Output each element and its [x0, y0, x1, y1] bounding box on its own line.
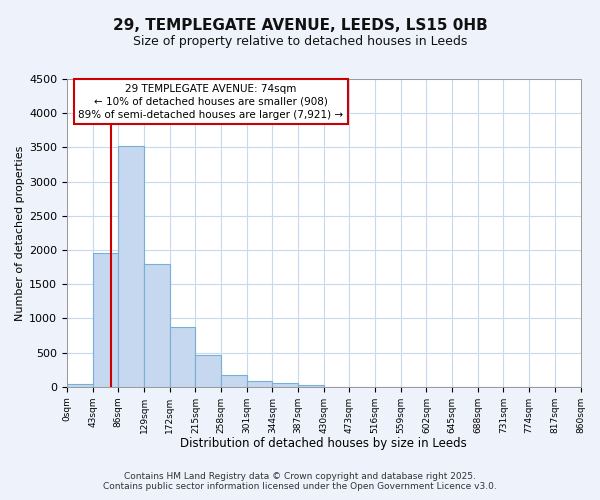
Bar [170, 327, 196, 386]
Bar [92, 254, 118, 386]
Text: 29, TEMPLEGATE AVENUE, LEEDS, LS15 0HB: 29, TEMPLEGATE AVENUE, LEEDS, LS15 0HB [113, 18, 487, 32]
Bar [221, 375, 247, 386]
Text: Contains public sector information licensed under the Open Government Licence v3: Contains public sector information licen… [103, 482, 497, 491]
Bar [118, 146, 144, 386]
Bar [144, 264, 170, 386]
Text: 29 TEMPLEGATE AVENUE: 74sqm
← 10% of detached houses are smaller (908)
89% of se: 29 TEMPLEGATE AVENUE: 74sqm ← 10% of det… [78, 84, 343, 120]
Bar [67, 384, 92, 386]
Text: Contains HM Land Registry data © Crown copyright and database right 2025.: Contains HM Land Registry data © Crown c… [124, 472, 476, 481]
Text: Size of property relative to detached houses in Leeds: Size of property relative to detached ho… [133, 35, 467, 48]
Bar [196, 356, 221, 386]
X-axis label: Distribution of detached houses by size in Leeds: Distribution of detached houses by size … [181, 437, 467, 450]
Y-axis label: Number of detached properties: Number of detached properties [15, 145, 25, 320]
Bar [272, 383, 298, 386]
Bar [247, 380, 272, 386]
